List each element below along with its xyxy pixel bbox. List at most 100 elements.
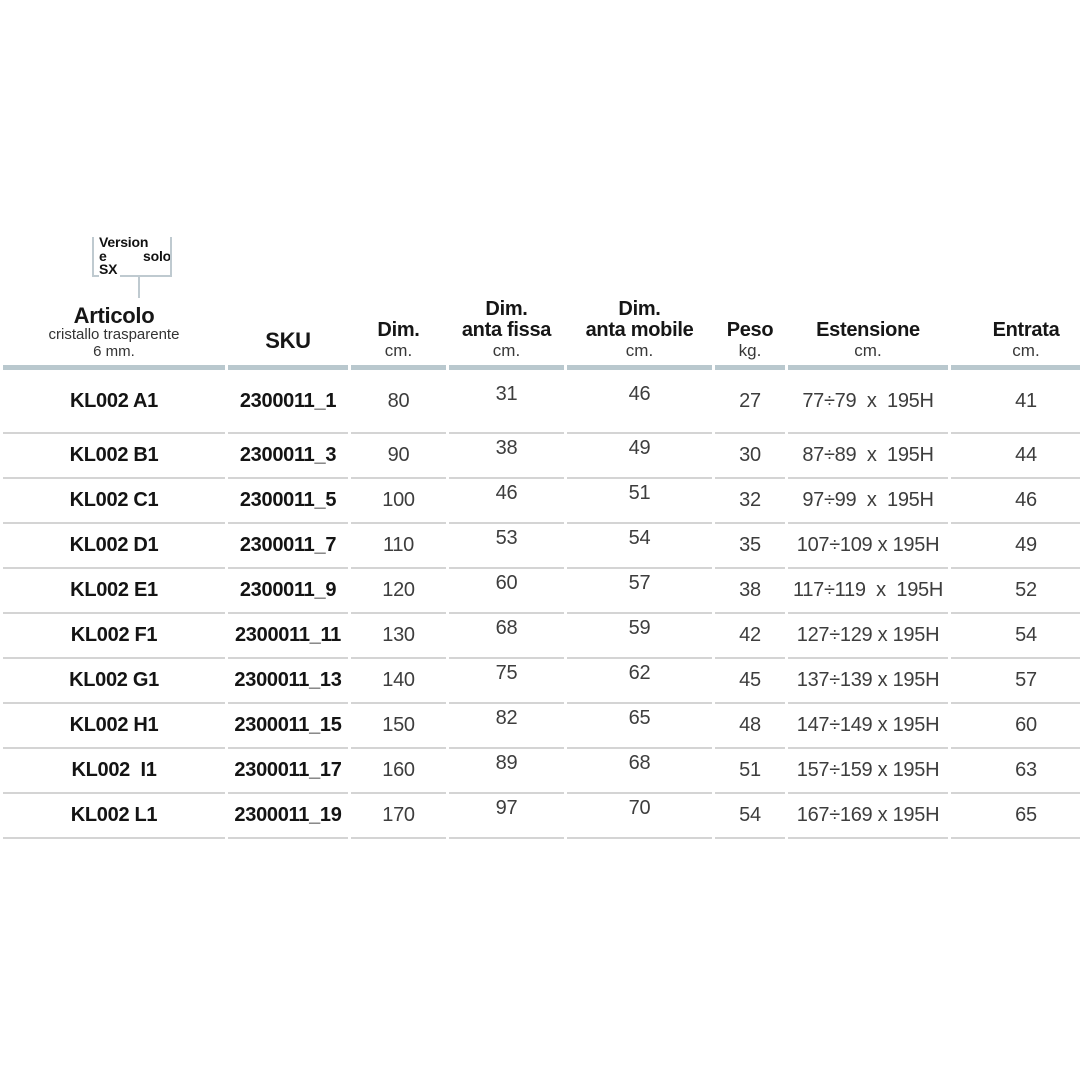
col-unit-anta-mobile: cm.	[625, 341, 654, 360]
cell-articolo: KL002 E1	[3, 569, 225, 614]
col-label-anta-mobile-1: Dim.	[618, 298, 661, 320]
col-unit-entrata: cm.	[1012, 341, 1040, 360]
cell-anta-mobile-value: 68	[628, 752, 651, 774]
cell-sku: 2300011_17	[228, 749, 348, 794]
col-label-entrata: Entrata	[992, 319, 1060, 341]
product-spec-table: Articolo cristallo trasparente 6 mm. SKU…	[0, 292, 1080, 839]
col-header-articolo: Articolo cristallo trasparente 6 mm.	[3, 292, 225, 370]
col-unit-dim: cm.	[384, 341, 413, 360]
cell-anta-mobile: 65	[567, 704, 712, 749]
cell-anta-mobile: 46	[567, 370, 712, 434]
cell-estensione: 127÷129 x 195H	[788, 614, 948, 659]
cell-dim: 80	[351, 370, 446, 434]
table-header: Articolo cristallo trasparente 6 mm. SKU…	[3, 292, 1080, 370]
cell-entrata: 44	[951, 434, 1080, 479]
cell-sku: 2300011_1	[228, 370, 348, 434]
col-label-estensione: Estensione	[816, 319, 920, 341]
cell-anta-fissa-value: 38	[495, 437, 518, 459]
cell-anta-mobile-value: 65	[628, 707, 651, 729]
callout-line-2: e solo	[99, 247, 171, 264]
table-row: KL002 A1 2300011_1 80 31 46 27 77÷79 x 1…	[3, 370, 1080, 434]
cell-peso: 35	[715, 524, 785, 569]
cell-sku: 2300011_19	[228, 794, 348, 839]
cell-anta-mobile-value: 46	[628, 382, 651, 405]
col-unit-estensione: cm.	[854, 341, 882, 360]
col-header-anta-mobile: Dim. anta mobile cm.	[567, 292, 712, 370]
table-row: KL002 D1 2300011_7 110 53 54 35 107÷109 …	[3, 524, 1080, 569]
cell-articolo: KL002 C1	[3, 479, 225, 524]
cell-anta-fissa-value: 46	[495, 482, 518, 504]
cell-anta-fissa: 82	[449, 704, 564, 749]
cell-anta-fissa: 38	[449, 434, 564, 479]
col-label-peso: Peso	[726, 319, 774, 341]
table-row: KL002 B1 2300011_3 90 38 49 30 87÷89 x 1…	[3, 434, 1080, 479]
cell-estensione: 117÷119 x 195H	[788, 569, 948, 614]
cell-peso: 48	[715, 704, 785, 749]
cell-dim: 140	[351, 659, 446, 704]
col-header-entrata: Entrata cm.	[951, 292, 1080, 370]
cell-entrata: 46	[951, 479, 1080, 524]
cell-anta-mobile-value: 70	[628, 797, 651, 819]
table-row: KL002 C1 2300011_5 100 46 51 32 97÷99 x …	[3, 479, 1080, 524]
table-row: KL002 H1 2300011_15 150 82 65 48 147÷149…	[3, 704, 1080, 749]
cell-anta-mobile-value: 62	[628, 662, 651, 684]
table-row: KL002 I1 2300011_17 160 89 68 51 157÷159…	[3, 749, 1080, 794]
cell-dim: 100	[351, 479, 446, 524]
cell-anta-mobile-value: 59	[628, 617, 651, 639]
cell-peso: 45	[715, 659, 785, 704]
cell-anta-fissa: 89	[449, 749, 564, 794]
col-label-articolo: Articolo	[73, 303, 155, 328]
cell-anta-fissa: 97	[449, 794, 564, 839]
cell-articolo: KL002 F1	[3, 614, 225, 659]
cell-articolo: KL002 B1	[3, 434, 225, 479]
cell-dim: 90	[351, 434, 446, 479]
cell-sku: 2300011_13	[228, 659, 348, 704]
table-row: KL002 L1 2300011_19 170 97 70 54 167÷169…	[3, 794, 1080, 839]
cell-anta-mobile: 49	[567, 434, 712, 479]
cell-estensione: 87÷89 x 195H	[788, 434, 948, 479]
cell-entrata: 54	[951, 614, 1080, 659]
cell-estensione: 167÷169 x 195H	[788, 794, 948, 839]
cell-estensione: 137÷139 x 195H	[788, 659, 948, 704]
cell-sku: 2300011_5	[228, 479, 348, 524]
cell-articolo: KL002 D1	[3, 524, 225, 569]
cell-anta-fissa-value: 89	[495, 752, 518, 774]
cell-estensione: 77÷79 x 195H	[788, 370, 948, 434]
cell-peso: 30	[715, 434, 785, 479]
cell-dim: 120	[351, 569, 446, 614]
cell-entrata: 49	[951, 524, 1080, 569]
bracket-right-line	[170, 237, 172, 277]
cell-estensione: 147÷149 x 195H	[788, 704, 948, 749]
cell-peso: 38	[715, 569, 785, 614]
cell-anta-fissa: 68	[449, 614, 564, 659]
cell-entrata: 65	[951, 794, 1080, 839]
cell-anta-mobile: 62	[567, 659, 712, 704]
cell-anta-mobile-value: 57	[628, 572, 651, 594]
col-unit-peso: kg.	[738, 341, 762, 360]
cell-anta-mobile: 57	[567, 569, 712, 614]
cell-articolo: KL002 L1	[3, 794, 225, 839]
col-label-dim: Dim.	[377, 319, 420, 341]
col-sub-articolo-1: cristallo trasparente	[48, 326, 180, 343]
cell-anta-fissa-value: 53	[495, 527, 518, 549]
bracket-left-line	[92, 237, 94, 277]
col-label-sku: SKU	[265, 328, 311, 353]
cell-anta-mobile-value: 54	[628, 527, 651, 549]
cell-estensione: 97÷99 x 195H	[788, 479, 948, 524]
cell-sku: 2300011_9	[228, 569, 348, 614]
callout-line-1: Version	[99, 234, 149, 250]
cell-entrata: 57	[951, 659, 1080, 704]
cell-entrata: 63	[951, 749, 1080, 794]
cell-sku: 2300011_3	[228, 434, 348, 479]
cell-entrata: 41	[951, 370, 1080, 434]
cell-dim: 110	[351, 524, 446, 569]
cell-peso: 51	[715, 749, 785, 794]
cell-anta-fissa: 53	[449, 524, 564, 569]
col-header-estensione: Estensione cm.	[788, 292, 948, 370]
col-label-anta-fissa-1: Dim.	[485, 298, 528, 320]
table-row: KL002 G1 2300011_13 140 75 62 45 137÷139…	[3, 659, 1080, 704]
col-header-dim: Dim. cm.	[351, 292, 446, 370]
cell-peso: 32	[715, 479, 785, 524]
col-sub-articolo-2: 6 mm.	[93, 343, 135, 360]
